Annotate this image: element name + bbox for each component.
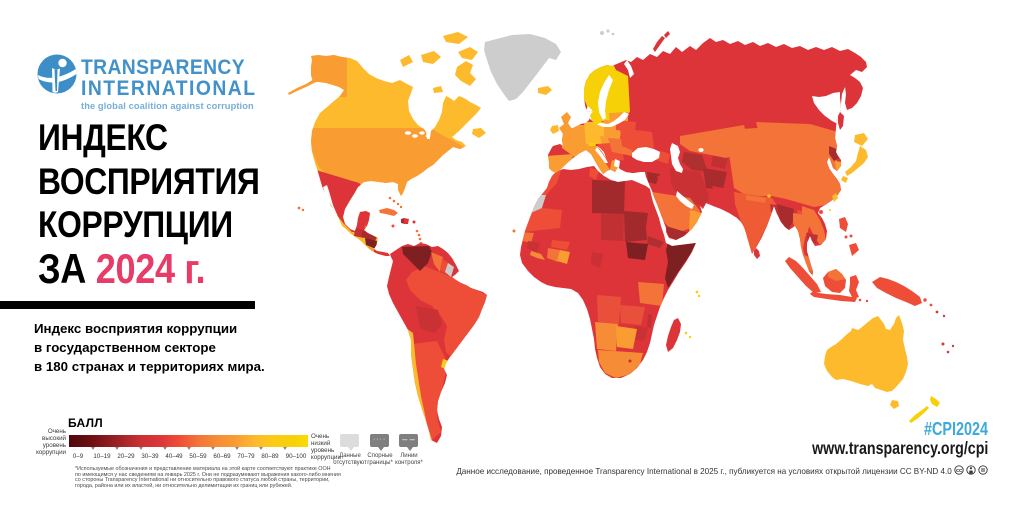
svg-text:cc: cc [956,468,962,474]
